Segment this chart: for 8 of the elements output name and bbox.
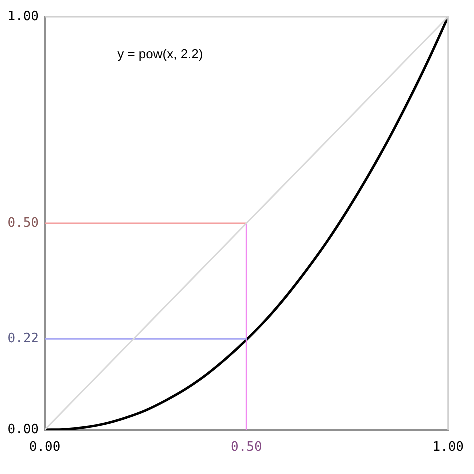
x-tick-label: 0.50: [231, 440, 262, 456]
annotation: y = pow(x, 2.2): [118, 46, 204, 62]
x-tick-label: 1.00: [432, 440, 464, 456]
y-tick-label: 0.00: [8, 422, 39, 438]
y-tick-label: 1.00: [8, 9, 39, 24]
y-tick-label: 0.50: [8, 216, 39, 231]
x-tick-label: 0.00: [29, 440, 61, 456]
y-tick-label: 0.22: [8, 332, 39, 347]
